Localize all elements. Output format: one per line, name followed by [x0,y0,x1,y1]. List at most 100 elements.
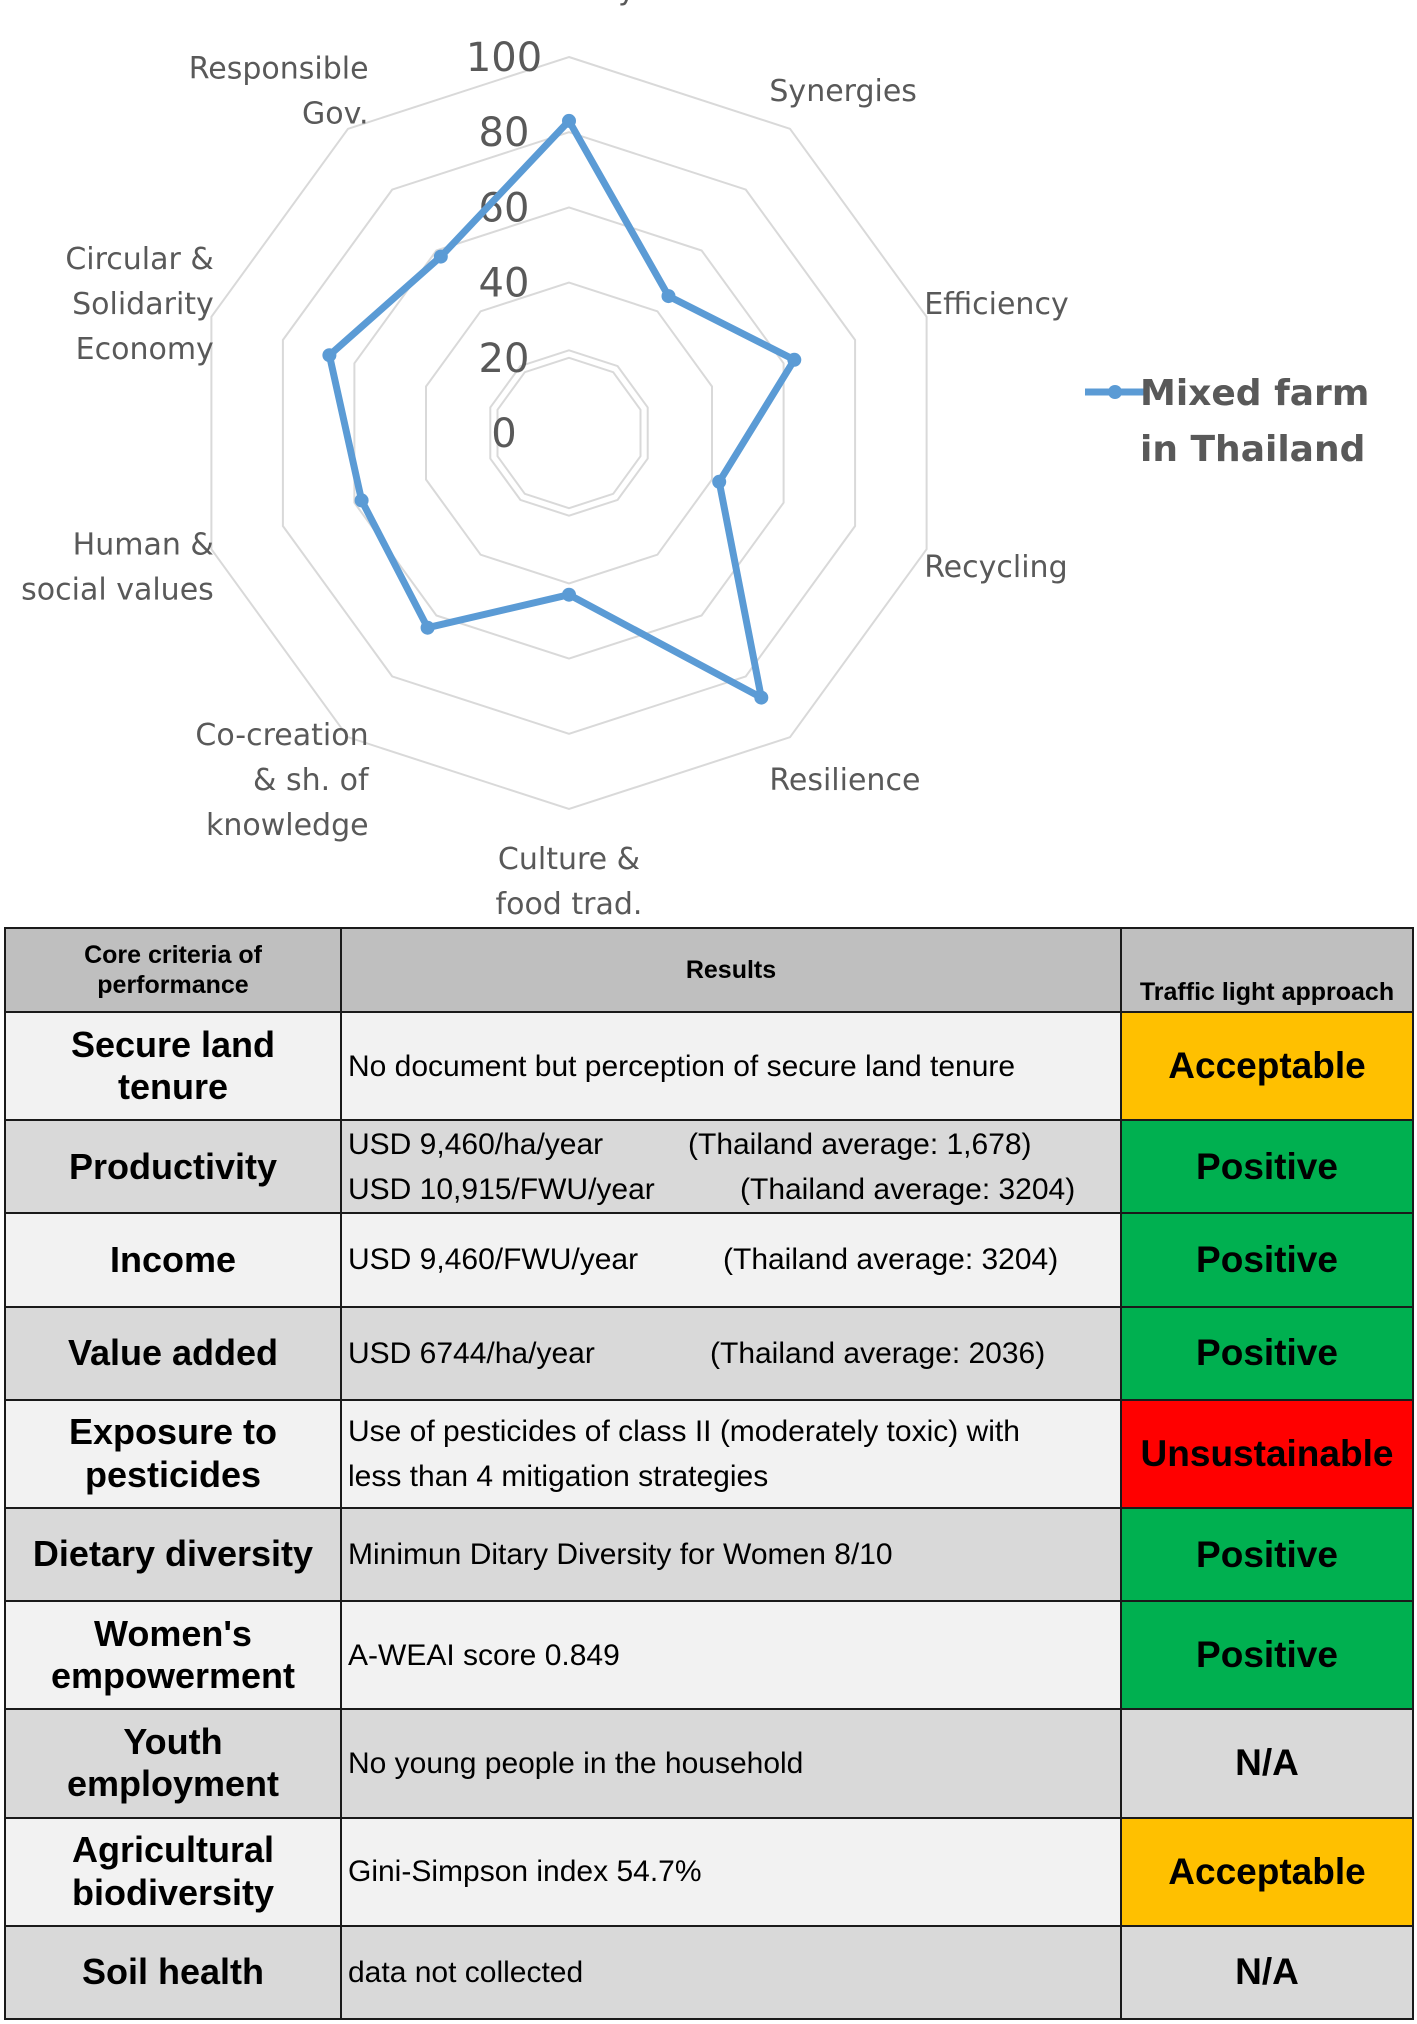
table-row: Secure land tenure No document but percept… [4,1010,1414,1122]
result-cell: USD 6744/ha/year (Thailand average: 2036) [340,1305,1122,1401]
result-value: USD 10,915/FWU/year [348,1172,655,1206]
table-row: Exposure to pesticides Use of pesticides o… [4,1398,1414,1509]
criteria-cell: Women's empowerment [4,1600,342,1711]
criteria-line: empowerment [50,1655,296,1697]
axis-label: Resilience [769,763,920,798]
result-line: A-WEAI score 0.849 [348,1633,1120,1678]
result-value: No young people in the household [348,1746,804,1780]
result-value: USD 9,460/ha/year [348,1127,604,1161]
result-value: Use of pesticides of class II (moderatel… [348,1414,1020,1448]
result-cell: Minimun Ditary Diversity for Women 8/10 [340,1506,1122,1603]
table-row: Agricultural biodiversity Gini-Simpson ind… [4,1816,1414,1927]
result-comparison: (Thailand average: 2036) [710,1336,1046,1370]
table-row: Soil health data not collected N/A [4,1924,1414,2021]
result-value: USD 9,460/FWU/year [348,1243,639,1277]
criteria-line: Productivity [68,1145,278,1187]
result-value: No document but perception of secure lan… [348,1049,1016,1083]
header-criteria: Core criteria of performance [4,927,342,1013]
result-comparison: (Thailand average: 3204) [723,1243,1059,1277]
traffic-light-cell: Acceptable [1120,1010,1414,1122]
criteria-line: Dietary diversity [32,1533,314,1575]
grid-ring [425,281,713,585]
criteria-line: biodiversity [71,1871,275,1913]
result-cell: A-WEAI score 0.849 [340,1600,1122,1711]
result-value: USD 6744/ha/year [348,1336,595,1370]
data-point [562,113,576,128]
data-point [562,587,576,602]
tick-label: 40 [479,261,530,307]
data-point [420,620,435,635]
header-criteria-line: performance [97,971,249,999]
grid-ring [496,356,642,510]
table-row: Value added USD 6744/ha/year (Thailand ave… [4,1305,1414,1401]
result-line: data not collected [348,1950,1120,1995]
result-cell: USD 9,460/FWU/year (Thailand average: 320… [340,1212,1122,1308]
data-point [754,690,769,705]
table-header-row: Core criteria of performance Results Tra… [4,927,1414,1013]
criteria-line: Value added [67,1331,279,1373]
criteria-cell: Productivity [4,1119,342,1215]
grid-ring [281,131,857,735]
table-row: Productivity USD 9,460/ha/year (Thailand a… [4,1119,1414,1215]
data-point [322,348,337,363]
data-point [712,474,727,489]
criteria-line: Women's [94,1612,252,1654]
result-value: data not collected [348,1955,584,1989]
result-line: USD 6744/ha/year (Thailand average: 2036) [348,1331,1120,1376]
traffic-light-cell: Positive [1120,1506,1414,1603]
criteria-cell: Agricultural biodiversity [4,1816,342,1927]
axis-label: Culture & food trad. [496,842,643,922]
result-line: Minimun Ditary Diversity for Women 8/10 [348,1532,1120,1577]
criteria-line: pesticides [84,1453,262,1495]
header-criteria-line: Core criteria of [84,941,262,969]
tick-label: 100 [466,35,542,81]
tick-label: 80 [479,110,530,156]
tick-label: 20 [479,336,530,382]
criteria-line: employment [66,1763,280,1805]
table-row: Dietary diversity Minimun Ditary Diversit… [4,1506,1414,1603]
traffic-light-cell: N/A [1120,1708,1414,1819]
criteria-cell: Soil health [4,1924,342,2021]
data-point [354,493,369,508]
result-comparison: (Thailand average: 3204) [740,1172,1076,1206]
criteria-line: Soil health [81,1951,265,1993]
criteria-line: Income [109,1238,237,1280]
traffic-light-cell: Positive [1120,1212,1414,1308]
result-line: less than 4 mitigation strategies [348,1454,1120,1499]
criteria-cell: Exposure to pesticides [4,1398,342,1509]
criteria-cell: Secure land tenure [4,1010,342,1122]
result-comparison: (Thailand average: 1,678) [688,1127,1032,1161]
traffic-light-cell: Positive [1120,1305,1414,1401]
result-value: A-WEAI score 0.849 [348,1638,620,1672]
result-line: Use of pesticides of class II (moderatel… [348,1409,1120,1454]
criteria-cell: Value added [4,1305,342,1401]
data-point [661,289,676,304]
axis-label: Efficiency [924,287,1069,322]
result-line: No young people in the household [348,1741,1120,1786]
result-line: USD 10,915/FWU/year (Thailand average: 32… [348,1167,1120,1212]
header-results: Results [340,927,1122,1013]
table-row: Women's empowerment A-WEAI score 0.849 Posi… [4,1600,1414,1711]
axis-label: Circular & Solidarity Economy [65,242,213,367]
result-line: USD 9,460/ha/year (Thailand average: 1,67… [348,1122,1120,1167]
result-cell: No document but perception of secure lan… [340,1010,1122,1122]
criteria-cell: Dietary diversity [4,1506,342,1603]
data-point [433,249,448,264]
criteria-line: tenure [117,1066,229,1108]
result-value: Gini-Simpson index 54.7% [348,1855,702,1889]
tick-label: 0 [491,411,516,457]
legend-marker [1108,385,1122,399]
axis-label: Synergies [769,74,917,109]
criteria-cell: Income [4,1212,342,1308]
axis-label: Recycling [924,550,1067,585]
result-cell: USD 9,460/ha/year (Thailand average: 1,67… [340,1119,1122,1215]
table-row: Youth employment No young people in the ho… [4,1708,1414,1819]
result-value: less than 4 mitigation strategies [348,1459,769,1493]
series-line [325,117,798,702]
axis-label: Human & social values [21,528,214,608]
result-line: USD 9,460/FWU/year (Thailand average: 320… [348,1237,1120,1282]
traffic-light-cell: Unsustainable [1120,1398,1414,1509]
axis-label: Diversity [502,0,635,7]
criteria-line: Secure land [70,1023,276,1065]
